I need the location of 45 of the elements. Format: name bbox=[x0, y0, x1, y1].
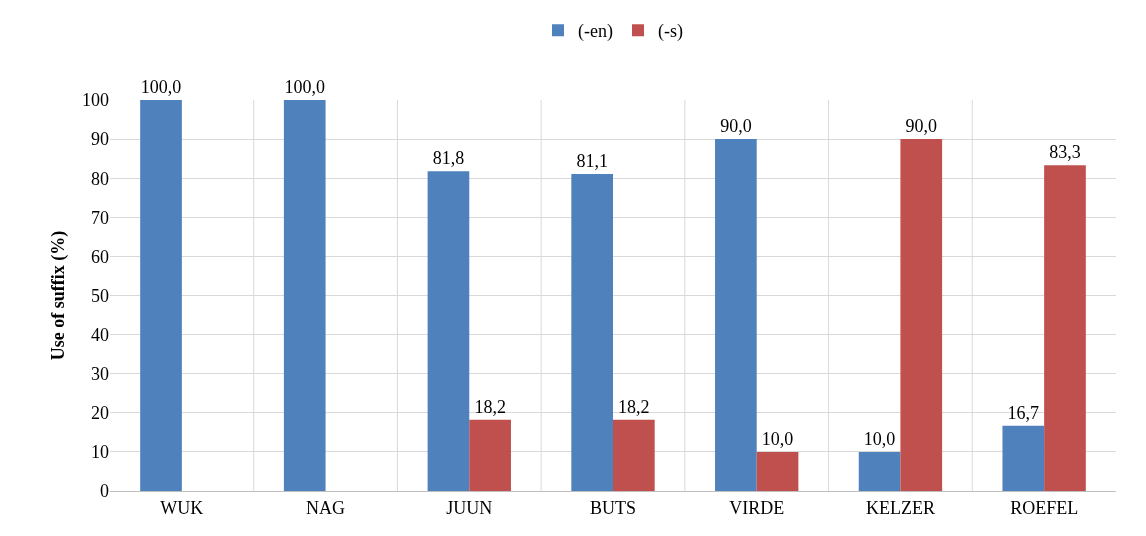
y-tick-label: 40 bbox=[91, 324, 109, 345]
y-tick-label: 90 bbox=[91, 129, 109, 150]
x-tick-label: WUK bbox=[160, 497, 204, 518]
bar bbox=[469, 419, 511, 491]
x-tick-label: ROEFEL bbox=[1010, 497, 1079, 518]
bar bbox=[283, 100, 326, 491]
bar bbox=[756, 451, 799, 491]
legend-label: (-en) bbox=[578, 21, 613, 43]
data-label: 18,2 bbox=[618, 396, 650, 417]
data-label: 10,0 bbox=[863, 428, 896, 449]
bar bbox=[427, 171, 470, 491]
data-label: 18,2 bbox=[474, 396, 506, 417]
x-tick-label: BUTS bbox=[589, 497, 637, 518]
bar bbox=[140, 100, 182, 491]
legend-label: (-s) bbox=[657, 21, 683, 43]
bar bbox=[715, 139, 757, 491]
y-tick-label: 60 bbox=[91, 246, 109, 267]
data-label: 83,3 bbox=[1049, 142, 1081, 163]
data-label: 90,0 bbox=[905, 116, 938, 137]
y-tick-label: 30 bbox=[91, 364, 109, 384]
y-tick-label: 80 bbox=[91, 168, 109, 189]
y-axis-title: Use of suffix (%) bbox=[48, 230, 69, 361]
data-label: 16,7 bbox=[1007, 402, 1040, 423]
bar bbox=[858, 451, 901, 491]
x-tick-label: JUUN bbox=[446, 497, 493, 518]
y-tick-label: 0 bbox=[100, 481, 109, 502]
y-tick-label: 10 bbox=[91, 442, 109, 463]
bar bbox=[1044, 165, 1086, 491]
x-tick-label: VIRDE bbox=[729, 497, 785, 518]
x-tick-label: NAG bbox=[306, 497, 346, 518]
y-tick-label: 100 bbox=[82, 90, 109, 111]
bar bbox=[613, 419, 655, 491]
bar bbox=[900, 139, 943, 491]
data-label: 100,0 bbox=[284, 77, 325, 97]
y-tick-label: 70 bbox=[91, 207, 109, 228]
bar bbox=[571, 173, 613, 491]
bar bbox=[1002, 425, 1045, 491]
x-tick-label: KELZER bbox=[865, 497, 935, 518]
data-label: 90,0 bbox=[720, 116, 752, 137]
data-label: 10,0 bbox=[761, 428, 794, 449]
y-tick-label: 20 bbox=[91, 403, 109, 424]
y-tick-label: 50 bbox=[91, 285, 109, 306]
data-label: 100,0 bbox=[140, 77, 182, 97]
data-label: 81,8 bbox=[432, 148, 465, 169]
data-label: 81,1 bbox=[576, 150, 608, 171]
